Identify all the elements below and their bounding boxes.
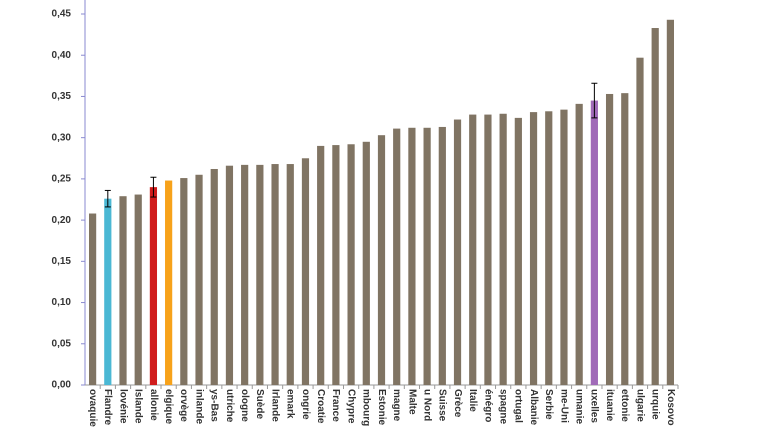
x-tick-label: Grèce [452,389,463,418]
x-tick-label: Italie [467,389,478,412]
x-tick-label: France [330,389,341,422]
x-tick-label: Croatie [315,389,326,424]
x-tick-label: emark [285,389,296,419]
y-tick-label: 0,45 [52,9,72,20]
y-tick-label: 0,10 [52,297,72,308]
bar [590,100,598,386]
bar [575,103,583,385]
bar [514,117,522,385]
y-tick-label: 0,15 [52,256,72,267]
x-tick-label: mbourg [361,389,372,426]
bar [438,126,446,386]
bar [393,128,401,385]
x-tick-label: Malte [406,389,417,415]
bar [301,158,310,385]
bar [469,114,477,386]
x-tick-label: spagne [498,389,509,424]
x-tick-label: ys-Bas [209,389,220,422]
x-tick-label: Islande [133,389,144,424]
bar [332,145,340,385]
error-bar [104,189,111,208]
x-tick-label: me-Uni [558,389,569,423]
bar [195,174,203,385]
y-tick-label: 0,05 [52,338,72,349]
bar [347,144,355,385]
bar [377,135,386,385]
bar [225,165,234,385]
x-tick-label: Kosovo [665,389,676,426]
x-tick-label: Chypre [345,389,356,424]
x-tick-label: magne [391,389,402,422]
bar [89,213,97,385]
bar [484,114,492,386]
x-tick-label: Irlande [269,389,280,422]
x-tick-label: uxelles [589,389,600,423]
y-tick-label: 0,25 [52,174,72,185]
x-tick-label: utriche [224,389,235,423]
y-tick-label: 0,20 [52,215,72,226]
x-tick-label: ongrie [300,389,311,420]
x-tick-label: ovaquie [87,389,98,427]
bar [134,194,142,385]
bar [165,180,173,385]
bar [499,113,507,385]
bar [423,127,431,386]
x-tick-label: umanie [574,389,585,424]
bar [210,168,218,385]
x-tick-label: inlande [193,389,204,424]
x-tick-label: u Nord [421,389,432,421]
bar [605,93,614,386]
bar [241,164,249,385]
x-tick-label: Serbie [543,389,554,420]
x-tick-label: allonie [148,389,159,421]
bar [651,28,659,385]
y-tick-label: 0,00 [52,380,72,391]
error-bar [591,82,598,119]
bar [271,164,279,385]
bar [317,145,325,385]
bar [636,57,644,385]
x-tick-label: ulgarie [634,389,645,422]
x-tick-label: Estonie [376,389,387,426]
x-tick-label: ologne [239,389,250,422]
y-tick-label: 0,30 [52,132,72,143]
bar [545,111,553,385]
bar [362,141,370,385]
bar [453,119,462,385]
bar [286,164,294,385]
x-tick-label: ortugal [513,389,524,423]
error-bar [150,176,157,198]
x-tick-label: ituanie [604,389,615,422]
y-tick-label: 0,35 [52,91,72,102]
bar [256,164,264,385]
x-tick-label: énégro [482,389,493,422]
x-tick-label: Flandre [102,389,113,426]
bar [666,19,674,385]
x-tick-label: elgique [163,389,174,424]
y-tick-label: 0,40 [52,50,72,61]
x-tick-label: orvège [178,389,189,422]
bar [408,127,416,386]
bar [621,93,629,385]
x-tick-label: ettonie [619,389,630,422]
bar [180,178,188,385]
x-tick-label: Albanie [528,389,539,426]
bar [149,187,158,385]
x-tick-label: Suisse [437,389,448,422]
bar [529,112,538,385]
x-tick-label: Suède [254,389,265,419]
bar [104,198,112,385]
x-tick-label: lovénie [117,389,128,424]
bar [119,196,127,385]
bar [560,109,568,385]
x-tick-label: urquie [650,389,661,420]
